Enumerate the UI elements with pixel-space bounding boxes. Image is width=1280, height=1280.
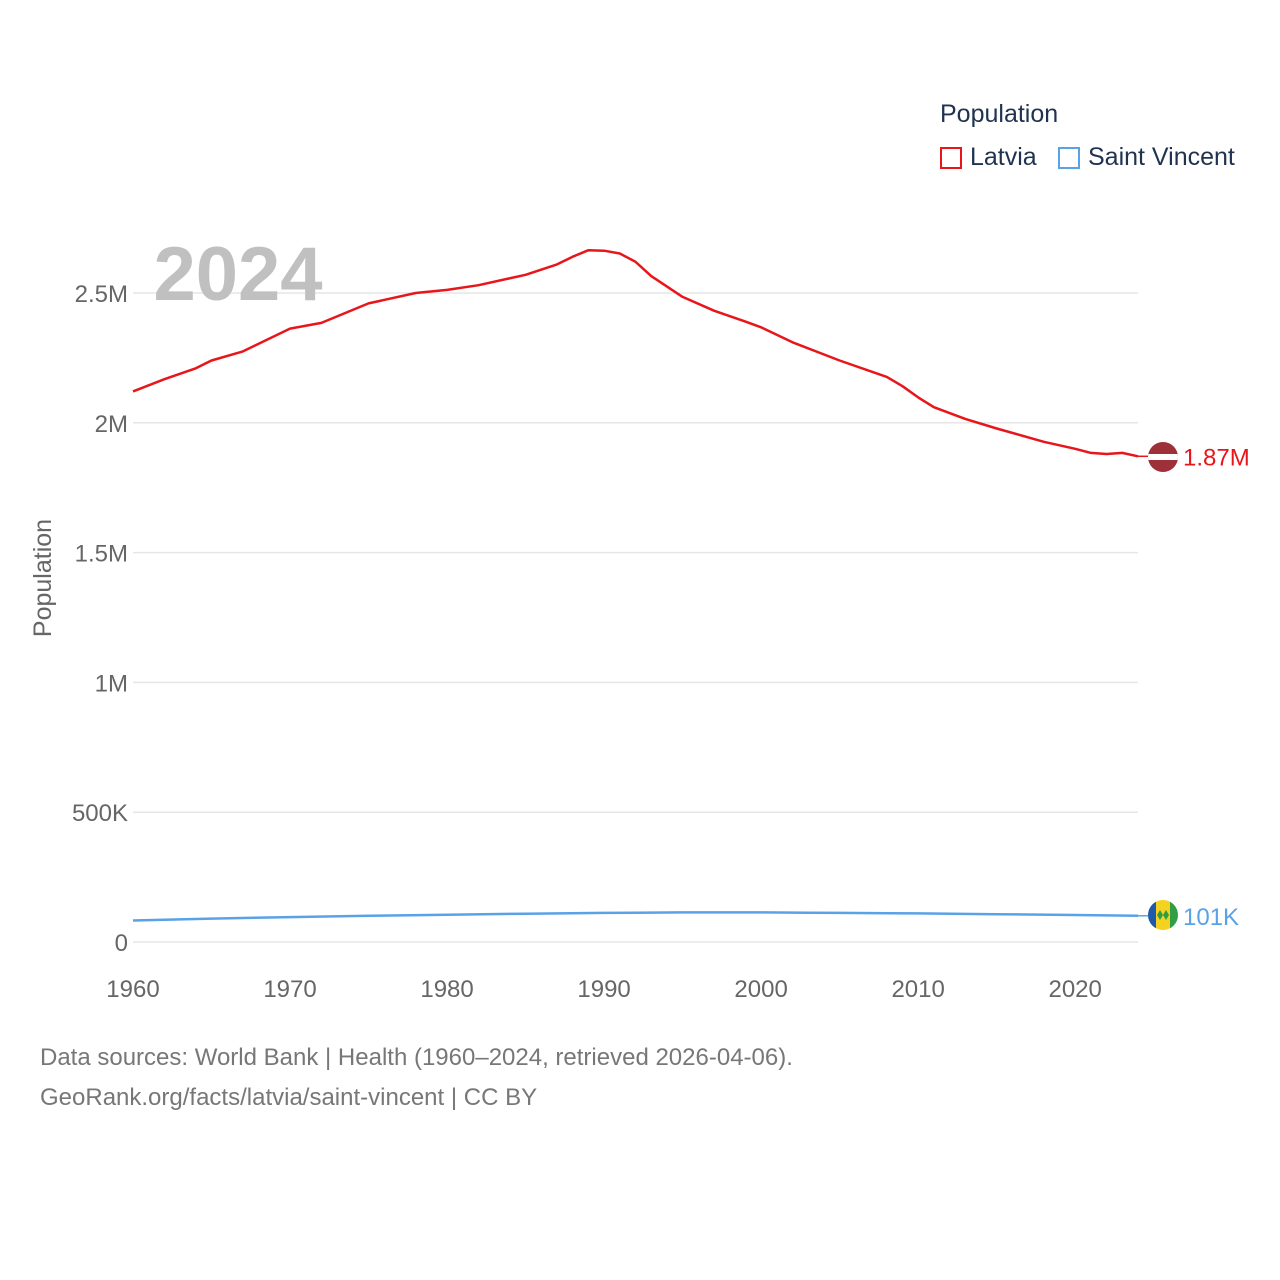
legend-item-saint-vincent[interactable]: Saint Vincent (1058, 143, 1235, 172)
x-tick-label: 2020 (1048, 976, 1101, 1003)
y-axis-label: Population (29, 519, 57, 637)
end-label-latvia: 1.87M (1183, 444, 1250, 471)
end-labels: 1.87M 101K (1183, 444, 1250, 930)
footer-sources: Data sources: World Bank | Health (1960–… (40, 1044, 793, 1071)
footer-attribution: GeoRank.org/facts/latvia/saint-vincent |… (40, 1084, 538, 1111)
legend-item-latvia[interactable]: Latvia (940, 143, 1037, 172)
y-tick-label: 1.5M (75, 541, 128, 568)
latvia-flag-icon (1148, 442, 1178, 472)
series-line-saint-vincent (132, 911, 1139, 922)
legend-label-latvia: Latvia (970, 143, 1037, 171)
x-tick-label: 2000 (734, 976, 787, 1003)
legend-swatch-saint-vincent (1058, 146, 1080, 169)
y-tick-label: 2.5M (75, 281, 128, 308)
y-axis-ticks: 0 500K 1M 1.5M 2M 2.5M (72, 281, 128, 957)
series-line-latvia (132, 248, 1139, 458)
legend-label-saint-vincent: Saint Vincent (1088, 143, 1235, 171)
series-lines (132, 248, 1148, 922)
x-tick-label: 2010 (891, 976, 944, 1003)
y-tick-label: 500K (72, 800, 128, 827)
y-tick-label: 2M (95, 411, 128, 438)
legend-swatch-latvia (940, 146, 962, 169)
saint-vincent-flag-icon (1148, 900, 1178, 930)
end-label-saint-vincent: 101K (1183, 904, 1239, 931)
grid-lines (133, 292, 1138, 943)
x-tick-label: 1980 (420, 976, 473, 1003)
y-tick-label: 0 (115, 930, 128, 957)
year-watermark: 2024 (153, 232, 322, 317)
legend-title: Population (940, 100, 1059, 128)
y-tick-label: 1M (95, 670, 128, 697)
x-tick-label: 1990 (577, 976, 630, 1003)
x-tick-label: 1970 (263, 976, 316, 1003)
x-axis-ticks: 1960 1970 1980 1990 2000 2010 2020 (106, 976, 1102, 1003)
x-tick-label: 1960 (106, 976, 159, 1003)
